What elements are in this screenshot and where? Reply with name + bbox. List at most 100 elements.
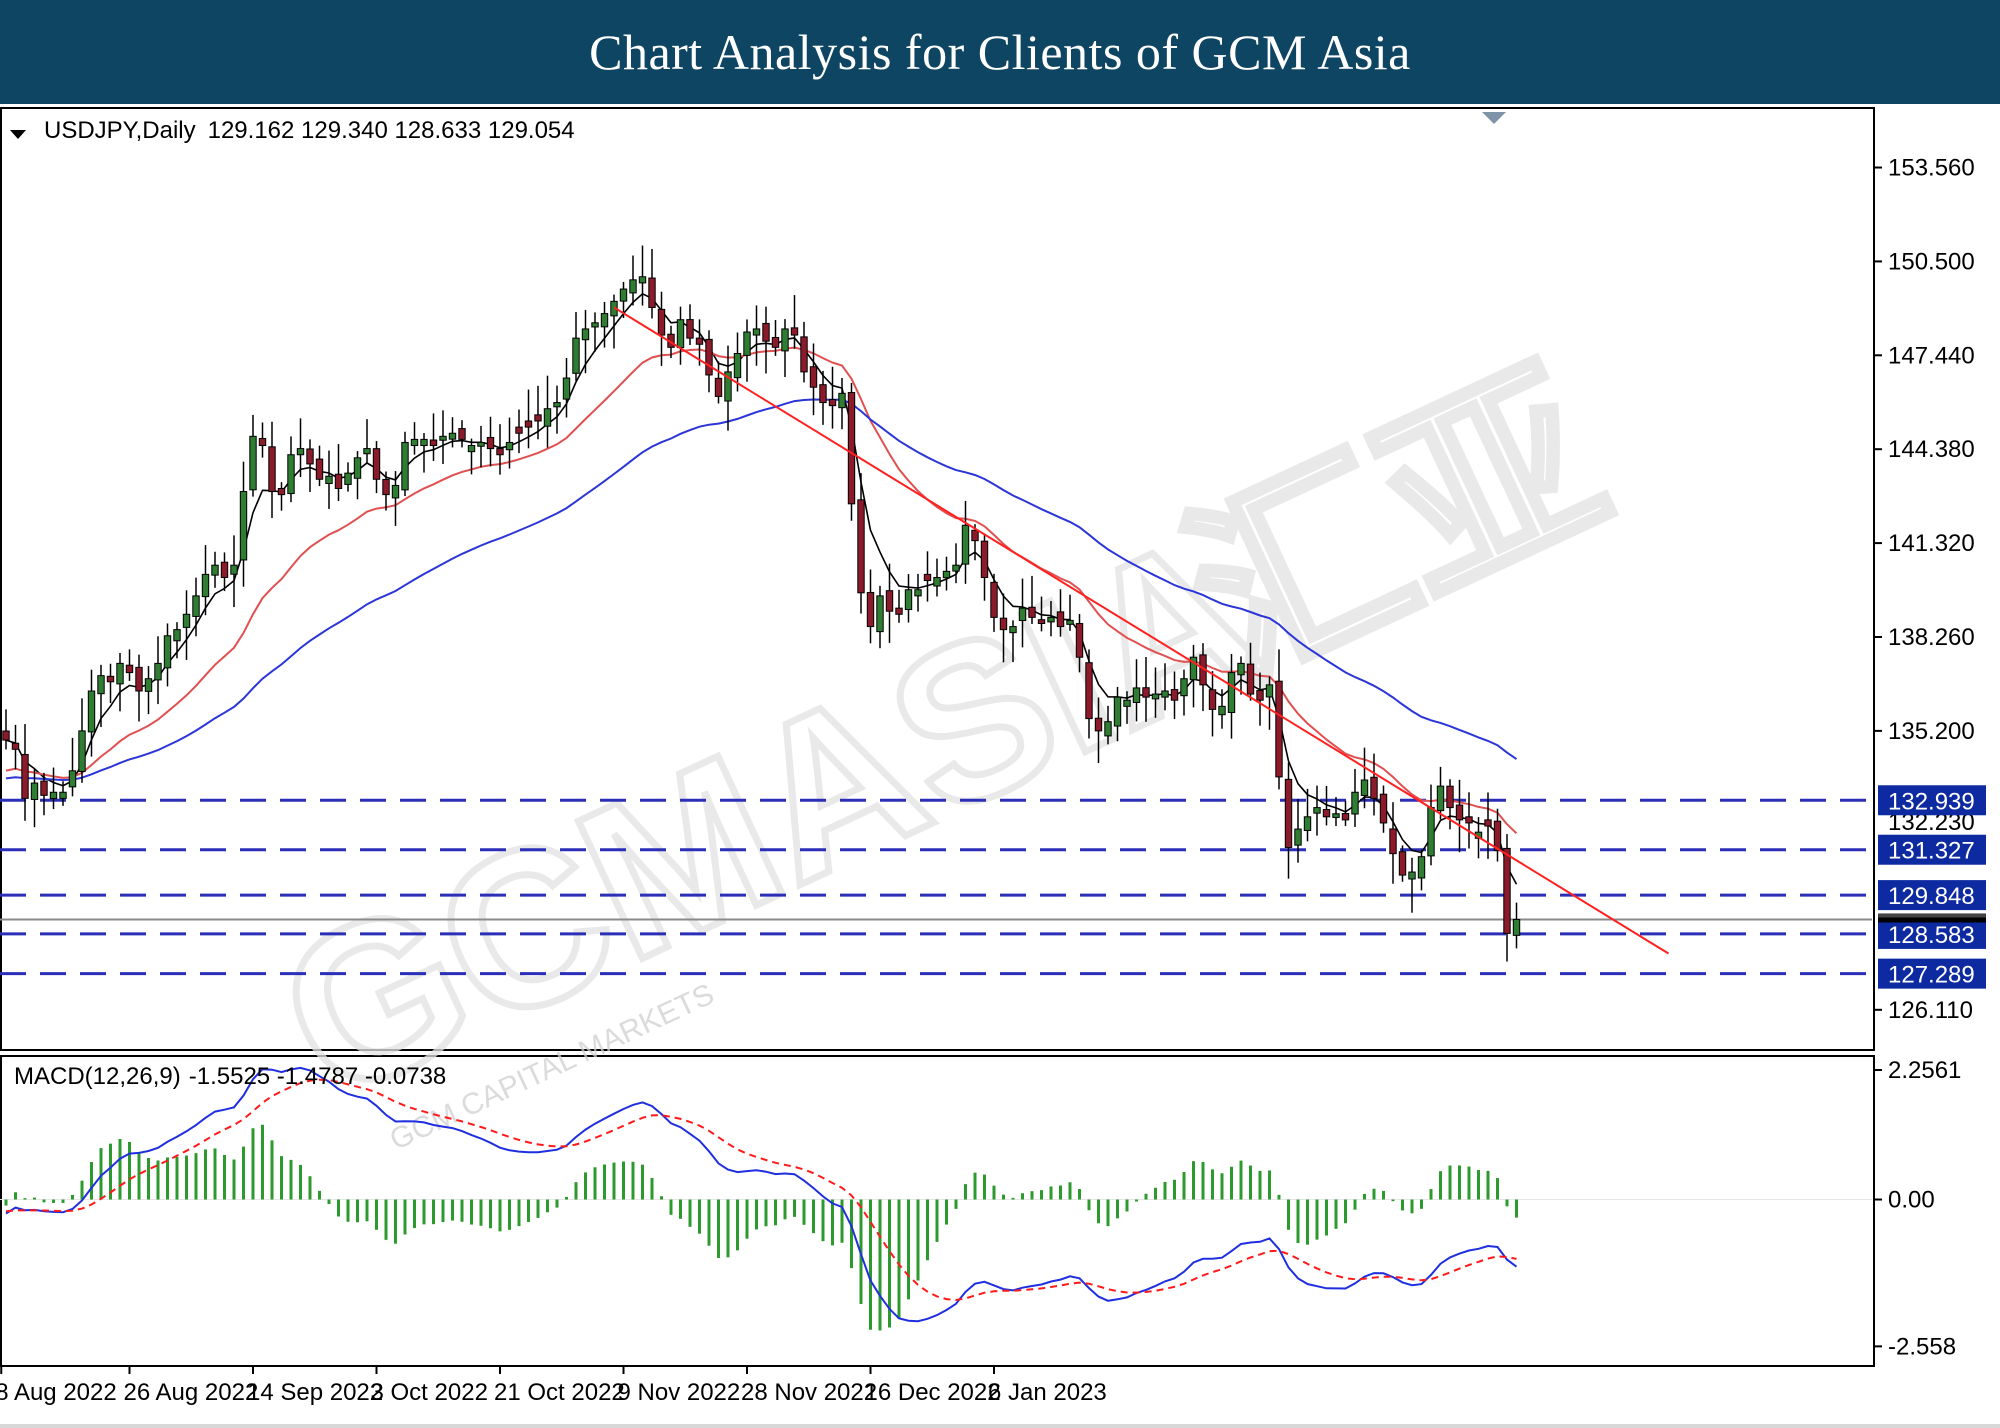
candle xyxy=(249,414,257,497)
candle xyxy=(1332,797,1340,827)
candle xyxy=(1113,686,1122,742)
candle xyxy=(648,248,656,319)
candle xyxy=(11,724,20,770)
candle xyxy=(1493,808,1502,862)
candle xyxy=(1208,671,1217,737)
candle xyxy=(40,772,48,816)
candle xyxy=(1370,753,1378,816)
candle xyxy=(211,551,219,588)
candle xyxy=(1047,600,1055,637)
candle xyxy=(1446,779,1454,830)
x-tick-label: 26 Aug 2022 xyxy=(124,1379,259,1406)
candle xyxy=(467,438,476,475)
svg-text:MACD(12,26,9)-1.5525 -1.4787 -: MACD(12,26,9) -1.5525 -1.4787 -0.0738 xyxy=(14,1063,446,1090)
candle xyxy=(781,319,789,378)
candle xyxy=(1066,594,1074,631)
candle xyxy=(923,551,932,602)
x-tick-label: 21 Oct 2022 xyxy=(494,1379,625,1406)
ema-long-line xyxy=(5,398,1518,782)
candle xyxy=(125,649,134,681)
x-tick-label: 14 Sep 2022 xyxy=(247,1379,383,1406)
current-price-tag xyxy=(1878,913,1986,923)
ema-short-line xyxy=(5,292,1518,885)
candle xyxy=(885,563,894,643)
candle xyxy=(1028,575,1036,625)
candle xyxy=(686,304,694,346)
macd-signal-line xyxy=(5,1078,1517,1302)
x-tick-label: 8 Aug 2022 xyxy=(0,1379,117,1406)
candle xyxy=(591,312,599,352)
candle xyxy=(790,295,799,349)
candle xyxy=(410,422,419,455)
shift-marker-icon[interactable] xyxy=(1482,112,1506,124)
candle xyxy=(534,385,542,440)
x-tick-label: 3 Oct 2022 xyxy=(371,1379,488,1406)
candle xyxy=(2,709,10,750)
candle xyxy=(1132,659,1141,722)
candle xyxy=(733,332,742,392)
candle xyxy=(1455,779,1464,853)
candle xyxy=(800,321,808,383)
candle xyxy=(1398,845,1407,882)
x-tick-label: 6 Jan 2023 xyxy=(988,1379,1107,1406)
candle xyxy=(1142,656,1150,722)
candle xyxy=(106,663,115,704)
candle xyxy=(277,482,286,511)
svg-text:131.327: 131.327 xyxy=(1888,838,1975,865)
svg-text:132.939: 132.939 xyxy=(1888,788,1975,815)
candle xyxy=(942,556,951,591)
candle xyxy=(638,245,647,306)
candle xyxy=(1237,656,1245,695)
x-tick-label: 16 Dec 2022 xyxy=(865,1379,1001,1406)
ema-mid-line xyxy=(5,346,1518,835)
candle xyxy=(391,471,400,526)
candle xyxy=(163,623,172,687)
candle xyxy=(477,425,485,468)
y-tick-label: 138.260 xyxy=(1888,624,1975,651)
candle xyxy=(1256,672,1264,726)
candle xyxy=(1303,788,1312,842)
candle xyxy=(904,574,913,623)
y-tick-label: 153.560 xyxy=(1888,155,1975,182)
candle xyxy=(515,409,523,454)
macd-label: MACD(12,26,9) xyxy=(14,1063,181,1090)
candle xyxy=(952,543,960,584)
candle xyxy=(1360,747,1369,809)
candle xyxy=(325,450,333,509)
candle xyxy=(1408,857,1416,913)
candle xyxy=(657,291,666,366)
candle xyxy=(838,377,846,430)
candle xyxy=(230,535,238,608)
candle xyxy=(572,312,580,381)
candle xyxy=(1161,663,1169,711)
candle xyxy=(1094,697,1103,764)
candle xyxy=(1180,669,1188,716)
chart-area: GCMASIA 汇亚 GCM CAPITAL MARKETS 153.56015… xyxy=(0,104,2000,1428)
candle xyxy=(154,636,162,705)
svg-text:128.583: 128.583 xyxy=(1888,922,1975,949)
candle xyxy=(135,654,143,722)
collapse-arrow-icon[interactable] xyxy=(10,130,26,139)
candle xyxy=(496,424,504,475)
y-tick-label: 144.380 xyxy=(1888,436,1975,463)
macd-values: -1.5525 -1.4787 -0.0738 xyxy=(189,1063,447,1090)
candle xyxy=(1104,705,1112,745)
candle xyxy=(97,664,105,728)
candle xyxy=(49,767,58,810)
candle xyxy=(1037,596,1046,632)
candle xyxy=(629,255,637,306)
candle xyxy=(809,343,818,416)
candle xyxy=(458,420,466,448)
candle xyxy=(876,585,884,649)
x-tick-label: 9 Nov 2022 xyxy=(618,1379,741,1406)
candle xyxy=(116,653,124,712)
candle xyxy=(1018,578,1027,648)
candle xyxy=(1389,802,1397,884)
candle xyxy=(192,577,200,637)
candle xyxy=(1085,649,1093,739)
candle xyxy=(429,413,438,461)
candle xyxy=(239,461,248,587)
candle xyxy=(144,666,153,715)
candle xyxy=(1246,642,1255,701)
candle xyxy=(971,524,979,561)
